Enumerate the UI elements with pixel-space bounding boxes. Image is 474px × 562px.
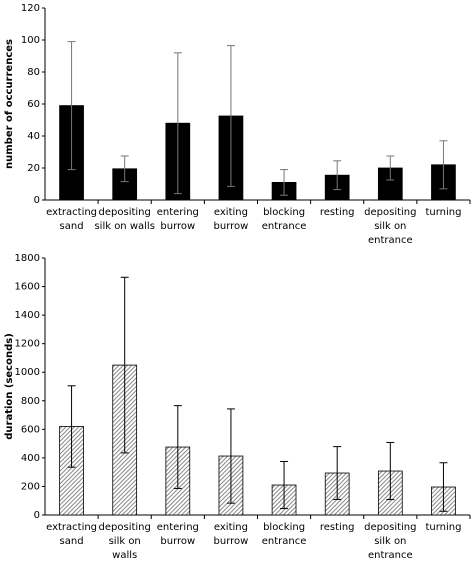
- x-tick-label: sand: [60, 221, 84, 232]
- x-tick-label: sand: [60, 536, 84, 547]
- x-tick-label: depositing: [364, 522, 416, 533]
- x-tick-label: resting: [320, 207, 355, 218]
- x-tick-label: depositing: [99, 522, 151, 533]
- y-tick-label: 40: [27, 131, 40, 142]
- x-tick-label: resting: [320, 522, 355, 533]
- x-tick-label: silk on walls: [94, 221, 154, 232]
- x-tick-label: turning: [425, 207, 461, 218]
- x-tick-label: entering: [157, 207, 199, 218]
- x-tick-label: extracting: [46, 207, 97, 218]
- x-tick-label: silk on: [374, 536, 406, 547]
- x-tick-label: depositing: [99, 207, 151, 218]
- y-tick-label: 600: [21, 424, 40, 435]
- x-tick-label: blocking: [263, 522, 305, 533]
- y-tick-label: 200: [21, 481, 40, 492]
- y-tick-label: 1000: [15, 367, 40, 378]
- x-tick-label: walls: [112, 550, 137, 561]
- y-tick-label: 1200: [15, 339, 40, 350]
- y-tick-label: 400: [21, 453, 40, 464]
- x-tick-label: turning: [425, 522, 461, 533]
- y-tick-label: 20: [27, 163, 40, 174]
- y-tick-label: 1400: [15, 310, 40, 321]
- y-tick-label: 0: [34, 195, 40, 206]
- y-tick-label: 0: [34, 510, 40, 521]
- x-tick-label: extracting: [46, 522, 97, 533]
- y-tick-label: 120: [21, 3, 40, 14]
- x-tick-label: silk on: [109, 536, 141, 547]
- x-tick-label: entrance: [262, 221, 307, 232]
- x-tick-label: entrance: [368, 235, 413, 246]
- x-tick-label: silk on: [374, 221, 406, 232]
- y-tick-label: 1800: [15, 253, 40, 264]
- y-tick-label: 800: [21, 396, 40, 407]
- x-tick-label: burrow: [214, 536, 249, 547]
- x-tick-label: burrow: [160, 221, 195, 232]
- y-axis-label: number of occurrences: [4, 39, 15, 169]
- x-tick-label: entrance: [368, 550, 413, 561]
- y-tick-label: 60: [27, 99, 40, 110]
- y-axis-label: duration (seconds): [4, 333, 15, 440]
- y-tick-label: 1600: [15, 282, 40, 293]
- y-tick-label: 80: [27, 67, 40, 78]
- x-tick-label: blocking: [263, 207, 305, 218]
- x-tick-label: burrow: [214, 221, 249, 232]
- x-tick-label: exiting: [214, 207, 248, 218]
- x-tick-label: entering: [157, 522, 199, 533]
- x-tick-label: burrow: [160, 536, 195, 547]
- x-tick-label: depositing: [364, 207, 416, 218]
- x-tick-label: entrance: [262, 536, 307, 547]
- y-tick-label: 100: [21, 35, 40, 46]
- x-tick-label: exiting: [214, 522, 248, 533]
